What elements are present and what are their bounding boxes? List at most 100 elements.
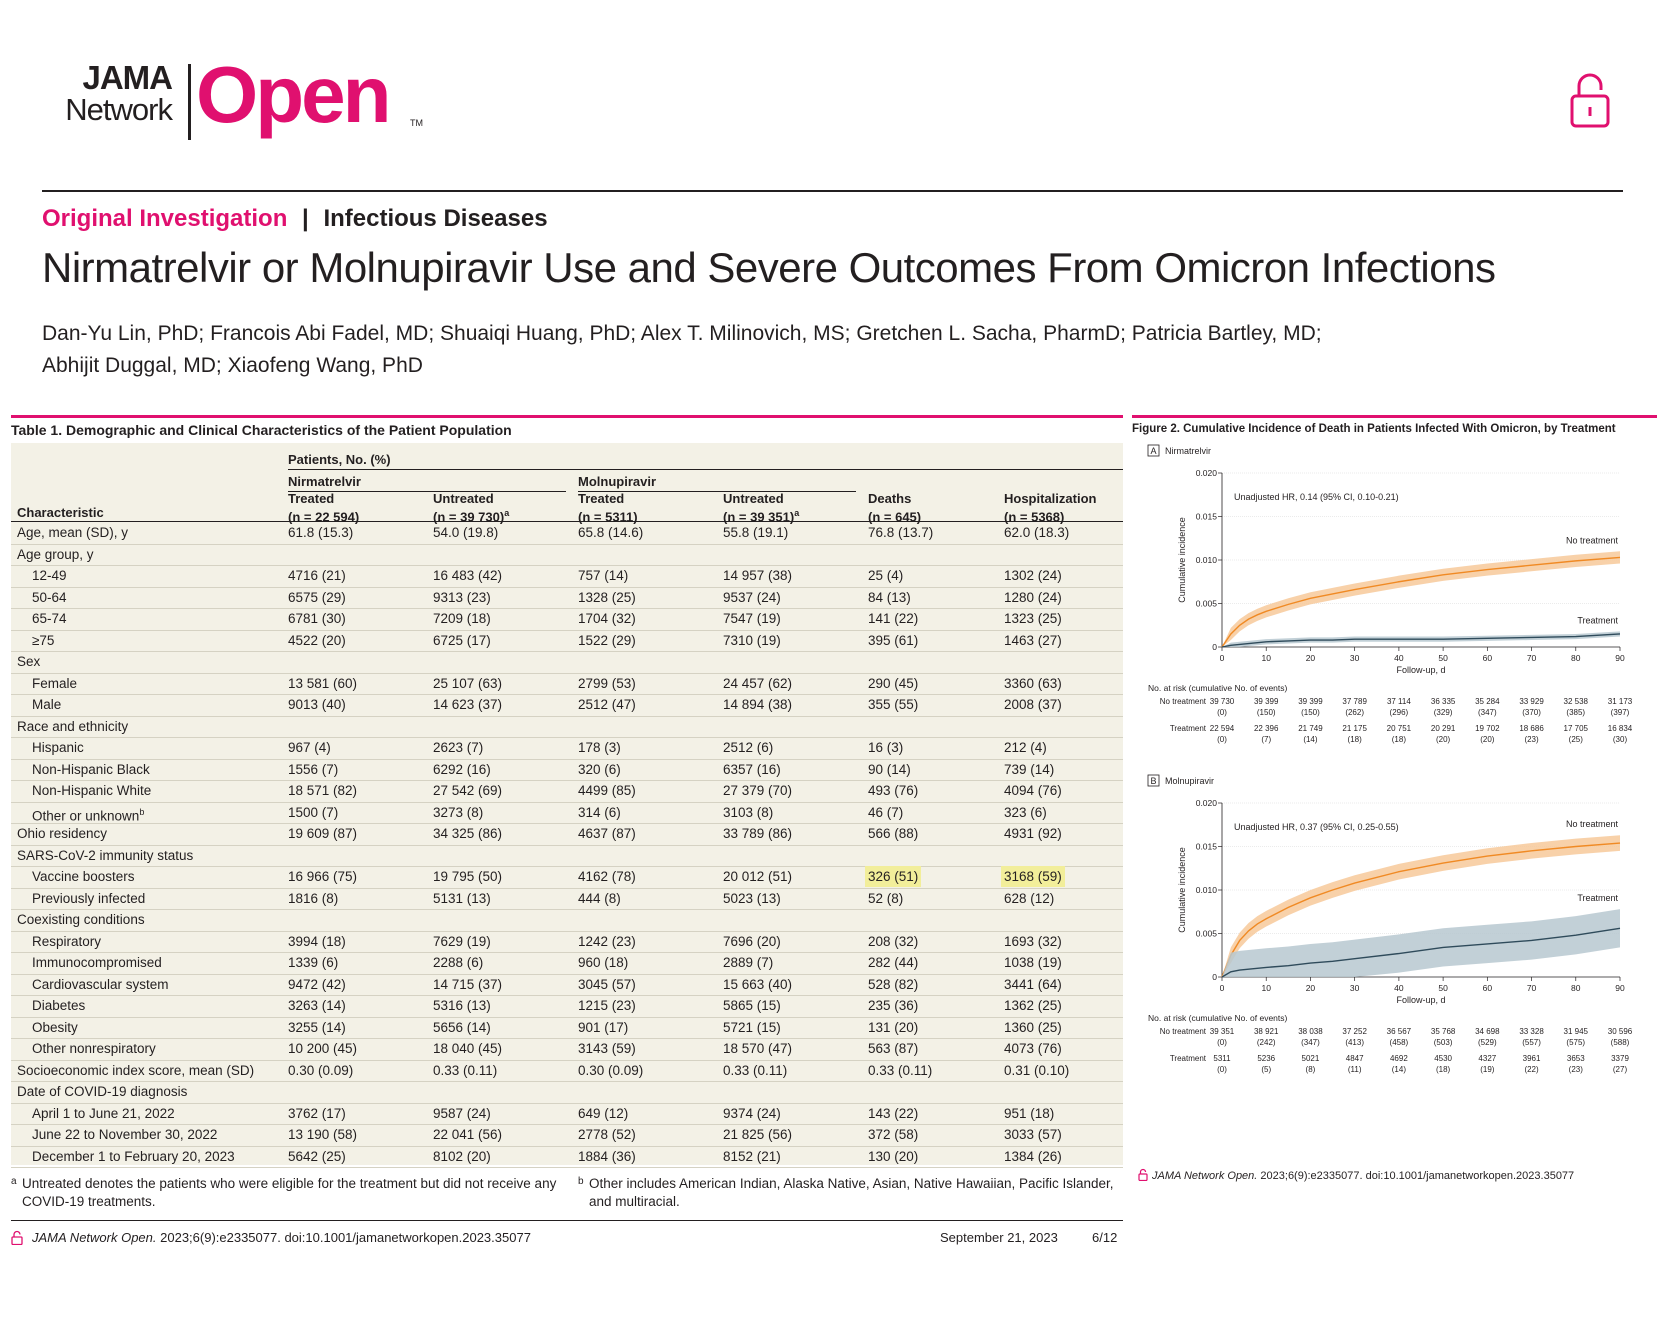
table-cell: 528 (82): [868, 976, 919, 992]
column-header-sup: a: [504, 508, 510, 518]
footnote-a: a Untreated denotes the patients who wer…: [11, 1175, 571, 1211]
at-risk-title: No. at risk (cumulative No. of events): [1148, 683, 1288, 693]
table-cell: 290 (45): [868, 675, 919, 691]
row-label-text: Vaccine boosters: [32, 869, 135, 884]
confidence-band: [1222, 551, 1620, 647]
y-tick-label: 0.015: [1196, 842, 1218, 852]
table-cell: 5316 (13): [433, 998, 491, 1013]
table-cell: 235 (36): [868, 998, 919, 1013]
table-cell: 9472 (42): [288, 976, 346, 992]
table-cell: 6575 (29): [288, 589, 346, 605]
header-rule-molnupiravir: [578, 491, 856, 492]
table-cell: 323 (6): [1004, 804, 1047, 820]
table-cell: 10 200 (45): [288, 1041, 358, 1056]
panel-letter-box: [1147, 774, 1160, 787]
y-tick-label: 0.010: [1196, 555, 1218, 565]
at-risk-events: (588): [1611, 1038, 1630, 1047]
at-risk-count: 4692: [1390, 1054, 1408, 1063]
table-cell: 967 (4): [288, 740, 331, 755]
figure-caption: Figure 2. Cumulative Incidence of Death …: [1132, 423, 1616, 435]
open-access-lock-icon[interactable]: [1570, 70, 1610, 135]
table-cell: 6725 (17): [433, 632, 491, 648]
y-tick-label: 0: [1212, 642, 1217, 652]
at-risk-count: 4847: [1346, 1054, 1364, 1063]
table-cell: 355 (55): [868, 697, 919, 712]
table-cell: 33 789 (86): [723, 826, 793, 841]
at-risk-count: 20 751: [1387, 724, 1412, 733]
table-cell: 628 (12): [1004, 890, 1055, 906]
row-label: 65-74: [32, 608, 67, 629]
row-label: Socioeconomic index score, mean (SD): [17, 1060, 254, 1081]
table-cell: 1884 (36): [578, 1148, 636, 1164]
table-cell: 21 825 (56): [723, 1127, 793, 1142]
table-cell: 7310 (19): [723, 632, 781, 648]
at-risk-events: (8): [1306, 1065, 1316, 1074]
table-cell: 1500 (7): [288, 804, 339, 820]
at-risk-count: 34 698: [1475, 1027, 1500, 1036]
row-label-text: Male: [32, 697, 62, 712]
at-risk-count: 4530: [1434, 1054, 1452, 1063]
at-risk-events: (18): [1436, 1065, 1451, 1074]
row-label: December 1 to February 20, 2023: [32, 1146, 235, 1167]
table-cell: 1328 (25): [578, 589, 636, 605]
table-cell: 208 (32): [868, 933, 919, 949]
row-label: Previously infected: [32, 888, 145, 909]
table-cell: 19 609 (87): [288, 826, 358, 841]
table-cell: 7547 (19): [723, 611, 781, 626]
category-topic[interactable]: Infectious Diseases: [323, 205, 548, 232]
at-risk-count: 35 284: [1475, 697, 1500, 706]
table-row: Male 9013 (40) 14 623 (37) 2512 (47) 14 894 …: [11, 694, 1123, 717]
column-header: Treated (n = 5311): [578, 491, 638, 524]
table-row: Socioeconomic index score, mean (SD) 0.30…: [11, 1060, 1123, 1082]
row-label-text: Respiratory: [32, 933, 102, 949]
at-risk-count: 38 038: [1298, 1027, 1323, 1036]
table-row: Previously infected 1816 (8) 5131 (13) 444 …: [11, 888, 1123, 910]
at-risk-events: (19): [1480, 1065, 1495, 1074]
footer-rule: [11, 1220, 1123, 1221]
x-tick-label: 80: [1571, 653, 1581, 663]
category-type[interactable]: Original Investigation: [42, 205, 288, 232]
x-tick-label: 70: [1527, 983, 1537, 993]
column-header-n-text: (n = 22 594): [288, 509, 360, 525]
row-label-text: Immunocompromised: [32, 955, 162, 970]
table-cell: 960 (18): [578, 955, 629, 970]
table-cell: 3033 (57): [1004, 1127, 1062, 1142]
row-label: June 22 to November 30, 2022: [32, 1124, 217, 1145]
table-cell: 395 (61): [868, 632, 919, 648]
row-label-text: Coexisting conditions: [17, 912, 145, 927]
at-risk-events: (150): [1301, 708, 1320, 717]
column-header-sup: a: [794, 508, 800, 518]
table-cell: 143 (22): [868, 1105, 919, 1121]
table-cell: 7696 (20): [723, 933, 781, 949]
column-header-n-text: (n = 39 730): [433, 509, 505, 525]
figure-2-chart: A Nirmatrelvir 0 0.005 0.010 0.015 0.020 0 10 20 3…: [1147, 444, 1633, 1074]
row-label: Coexisting conditions: [17, 909, 145, 930]
row-label-text: Non-Hispanic White: [32, 783, 152, 798]
row-label-text: SARS-CoV-2 immunity status: [17, 847, 194, 863]
at-risk-count: 33 328: [1519, 1027, 1544, 1036]
table-cell: 3360 (63): [1004, 675, 1062, 691]
table-cell: 1242 (23): [578, 933, 636, 949]
table-cell: 25 (4): [868, 568, 904, 583]
at-risk-count: 19 702: [1475, 724, 1500, 733]
at-risk-count: 20 291: [1431, 724, 1456, 733]
table-cell: 3255 (14): [288, 1019, 346, 1035]
row-label: Non-Hispanic White: [32, 780, 151, 801]
x-tick-label: 50: [1438, 653, 1448, 663]
table-cell: 1339 (6): [288, 955, 339, 970]
at-risk-count: 39 730: [1210, 697, 1235, 706]
at-risk-count: 31 945: [1564, 1027, 1589, 1036]
table-cell: 5721 (15): [723, 1019, 781, 1035]
series-line: [1221, 633, 1621, 648]
row-label: Vaccine boosters: [32, 866, 135, 887]
at-risk-events: (329): [1434, 708, 1453, 717]
logo-divider: [188, 64, 191, 140]
table-cell: 5131 (13): [433, 890, 491, 906]
table-cell: 0.30 (0.09): [578, 1062, 644, 1078]
table-cell: 1360 (25): [1004, 1019, 1062, 1035]
at-risk-events: (0): [1217, 735, 1227, 744]
table-cell: 14 894 (38): [723, 697, 793, 712]
at-risk-events: (242): [1257, 1038, 1276, 1047]
header-rule-patients: [288, 469, 1123, 470]
table-cell: 4073 (76): [1004, 1041, 1062, 1056]
